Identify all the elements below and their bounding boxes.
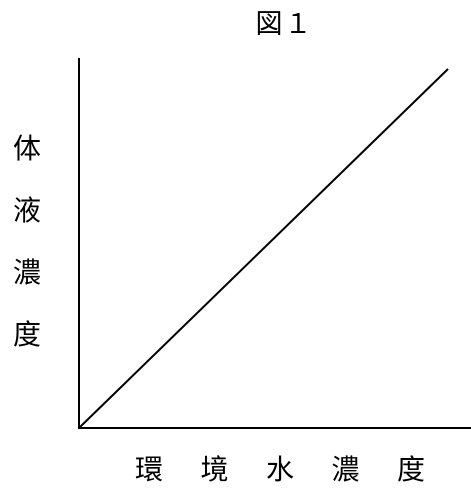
y-axis-label-char: 濃 bbox=[12, 256, 41, 289]
x-axis-label-char: 水 bbox=[265, 453, 294, 486]
x-axis-label-char: 境 bbox=[200, 453, 229, 486]
y-axis-label-char: 液 bbox=[12, 194, 41, 227]
x-axis-label-char: 環 bbox=[135, 453, 164, 486]
chart-title: 図１ bbox=[255, 9, 314, 40]
y-axis-label-char: 度 bbox=[12, 318, 41, 351]
x-axis-label-char: 濃 bbox=[331, 453, 360, 486]
x-axis-label: 環 境 水 濃 度 bbox=[135, 452, 425, 488]
x-axis-label-char: 度 bbox=[396, 453, 425, 486]
series-layer bbox=[79, 68, 449, 428]
y-axis-label-char: 体 bbox=[12, 132, 41, 165]
series-line-0 bbox=[79, 68, 449, 428]
y-axis-label: 体 液 濃 度 bbox=[10, 118, 44, 366]
